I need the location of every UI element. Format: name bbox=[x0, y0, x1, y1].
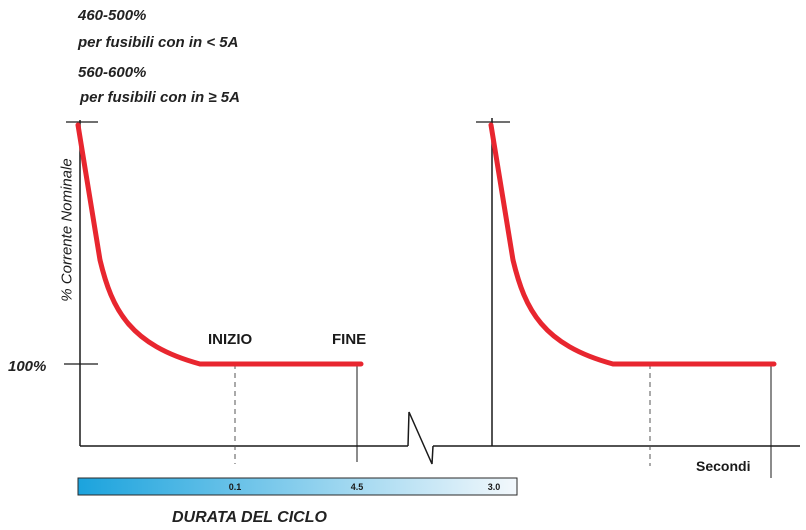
duration-value-1: 0.1 bbox=[229, 482, 242, 492]
range-small-note: per fusibili con in < 5A bbox=[78, 34, 239, 51]
left-axes bbox=[64, 120, 408, 447]
start-marker-label: INIZIO bbox=[208, 331, 253, 348]
duration-caption: DURATA DEL CICLO bbox=[172, 509, 327, 526]
range-large-note: per fusibili con in ≥ 5A bbox=[80, 89, 240, 106]
end-marker-label: FINE bbox=[332, 331, 367, 348]
duration-value-3: 3.0 bbox=[488, 482, 501, 492]
axis-break-symbol bbox=[407, 411, 434, 465]
right-axes bbox=[433, 118, 800, 447]
range-small-value: 460-500% bbox=[78, 7, 147, 24]
nominal-current-label: 100% bbox=[8, 358, 47, 375]
current-curve-first-cycle bbox=[75, 122, 364, 367]
range-large-value: 560-600% bbox=[78, 64, 147, 81]
duration-value-2: 4.5 bbox=[351, 482, 364, 492]
x-axis-unit-label: Secondi bbox=[696, 458, 751, 474]
duration-bar bbox=[77, 477, 518, 496]
current-curve-second-cycle bbox=[488, 122, 777, 367]
